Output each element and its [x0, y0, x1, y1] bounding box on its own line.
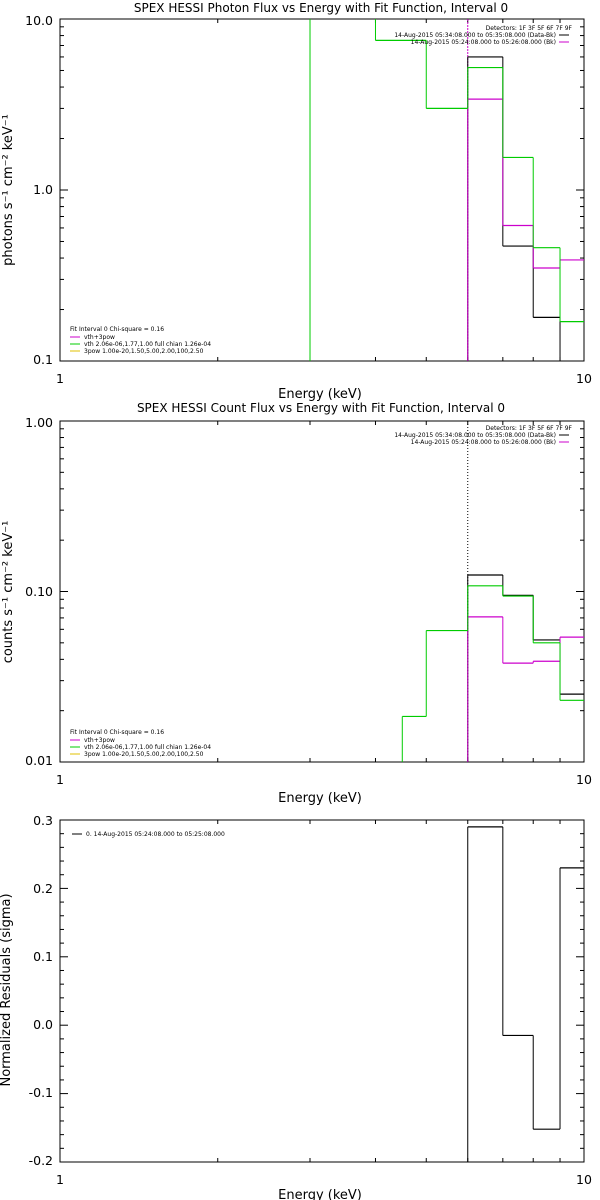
count-flux-legend-fit: Fit Interval 0 Chi-square = 0.16 vth+3po…: [70, 729, 211, 758]
count-flux-x-axis-label: Energy (keV): [278, 791, 362, 806]
photon-flux-panel: SPEX HESSI Photon Flux vs Energy with Fi…: [1, 1, 592, 402]
y-tick-label: 0.01: [25, 753, 53, 768]
x-tick-label: 10: [576, 772, 592, 787]
y-tick-label: 0.2: [33, 881, 53, 896]
legend-text: 3pow 1.00e-20,1.50,5.00,2.00,100,2.50: [84, 751, 204, 758]
x-tick-label: 10: [576, 371, 592, 386]
count-flux-legend-top: Detectors: 1F 3F 5F 6F 7F 9F 14-Aug-2015…: [394, 425, 572, 446]
photon-flux-plot-frame: [59, 18, 585, 362]
y-tick-label: 0.0: [33, 1017, 53, 1032]
y-tick-label: 0.1: [33, 949, 53, 964]
legend-text: vth+3pow: [84, 334, 115, 341]
legend-text: 14-Aug-2015 05:34:08.000 to 05:35:08.000…: [394, 32, 556, 39]
photon-flux-legend-top: Detectors: 1F 3F 5F 6F 7F 9F 14-Aug-2015…: [394, 25, 572, 46]
count-flux-panel: SPEX HESSI Count Flux vs Energy with Fit…: [1, 401, 592, 806]
legend-text: Detectors: 1F 3F 5F 6F 7F 9F: [486, 25, 573, 32]
y-tick-label: -0.2: [29, 1153, 53, 1168]
photon-flux-x-axis-label: Energy (keV): [278, 387, 362, 402]
x-tick-label: 1: [56, 371, 64, 386]
legend-text: 3pow 1.00e-20,1.50,5.00,2.00,100,2.50: [84, 348, 204, 355]
y-tick-label: 0.3: [33, 813, 53, 828]
legend-text: vth 2.06e-06,1.77,1.00 full chian 1.26e-…: [84, 744, 211, 751]
legend-text: vth+3pow: [84, 737, 115, 744]
photon-flux-y-axis-label: photons s⁻¹ cm⁻² keV⁻¹: [1, 114, 16, 266]
legend-text: 0. 14-Aug-2015 05:24:08.000 to 05:25:08.…: [86, 831, 225, 838]
photon-flux-title: SPEX HESSI Photon Flux vs Energy with Fi…: [134, 1, 508, 15]
residuals-y-axis-label: Normalized Residuals (sigma): [0, 893, 14, 1086]
x-tick-label: 1: [56, 772, 64, 787]
y-tick-label: 0.1: [33, 352, 53, 367]
residuals-x-axis-label: Energy (keV): [278, 1188, 362, 1200]
legend-text: vth 2.06e-06,1.77,1.00 full chian 1.26e-…: [84, 341, 211, 348]
residuals-panel: 0.3 0.2 0.1 0.0 -0.1 -0.2 1 10 Energy (k…: [0, 813, 592, 1200]
y-tick-label: -0.1: [29, 1085, 53, 1100]
count-flux-marks: [59, 420, 585, 763]
y-tick-label: 1.00: [25, 415, 53, 430]
legend-text: 14-Aug-2015 05:34:08.000 to 05:35:08.000…: [394, 432, 556, 439]
photon-flux-legend-fit: Fit Interval 0 Chi-square = 0.16 vth+3po…: [70, 326, 211, 355]
residuals-marks: [59, 819, 585, 1163]
count-flux-title: SPEX HESSI Count Flux vs Energy with Fit…: [137, 401, 505, 415]
y-tick-label: 10.0: [25, 13, 53, 28]
y-tick-label: 1.0: [33, 182, 53, 197]
count-flux-y-axis-label: counts s⁻¹ cm⁻² keV⁻¹: [1, 521, 16, 664]
photon-flux-marks: [59, 18, 585, 362]
residuals-legend: 0. 14-Aug-2015 05:24:08.000 to 05:25:08.…: [72, 831, 225, 838]
residuals-plot-frame: [59, 819, 585, 1163]
legend-text: Fit Interval 0 Chi-square = 0.16: [70, 326, 164, 333]
y-tick-label: 0.10: [25, 584, 53, 599]
legend-text: 14-Aug-2015 05:24:08.000 to 05:26:08.000…: [411, 39, 556, 46]
legend-text: 14-Aug-2015 05:24:08.000 to 05:26:08.000…: [411, 439, 556, 446]
x-tick-label: 1: [56, 1172, 64, 1187]
count-flux-plot-frame: [59, 420, 585, 763]
legend-text: Detectors: 1F 3F 5F 6F 7F 9F: [486, 425, 573, 432]
x-tick-label: 10: [576, 1172, 592, 1187]
legend-text: Fit Interval 0 Chi-square = 0.16: [70, 729, 164, 736]
